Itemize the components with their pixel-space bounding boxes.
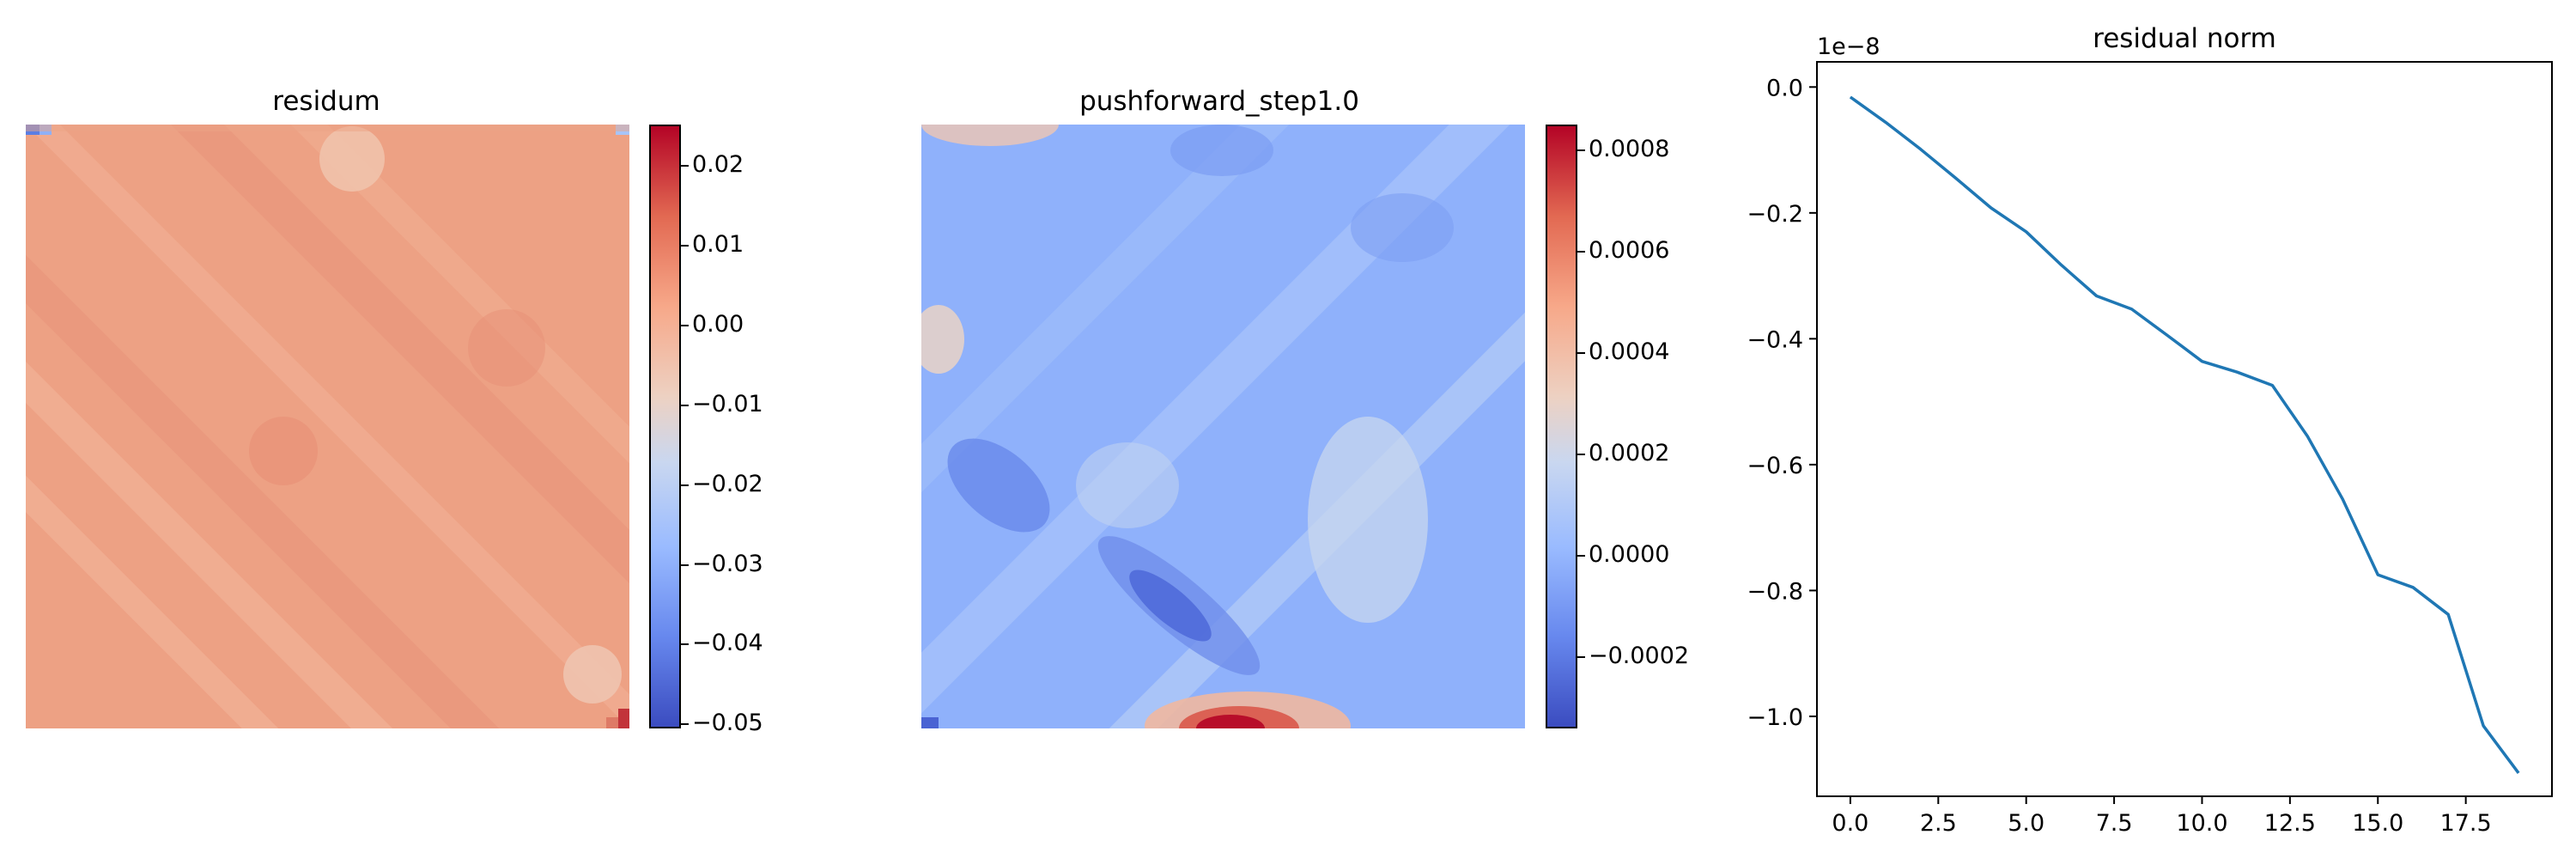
colorbar-1-tickmark bbox=[681, 245, 689, 247]
y-tick-label: −0.4 bbox=[1747, 326, 1803, 353]
colorbar-2-tick-label: 0.0000 bbox=[1589, 541, 1670, 569]
y-offset-text: 1e−8 bbox=[1817, 34, 1880, 60]
colorbar-1-tick-label: 0.02 bbox=[692, 151, 744, 179]
colorbar-1-tickmark bbox=[681, 404, 689, 406]
heatmap-2-image bbox=[921, 125, 1525, 728]
x-tick-label: 7.5 bbox=[2096, 810, 2133, 837]
colorbar-2-tick-label: −0.0002 bbox=[1589, 643, 1690, 670]
colorbar-2-tickmark bbox=[1577, 555, 1585, 557]
colorbar-2-tick-label: 0.0002 bbox=[1589, 439, 1670, 466]
y-tick-label: −1.0 bbox=[1747, 704, 1803, 731]
x-tick-label: 12.5 bbox=[2264, 810, 2316, 837]
colorbar-1 bbox=[649, 125, 681, 728]
x-tick-label: 17.5 bbox=[2440, 810, 2492, 837]
colorbar-2-tickmark bbox=[1577, 656, 1585, 659]
plot-frame bbox=[1816, 61, 2553, 797]
heatmap-2-title: pushforward_step1.0 bbox=[1079, 86, 1359, 117]
heatmap-1-image bbox=[26, 125, 629, 728]
heatmap-1-title: residum bbox=[272, 86, 380, 117]
colorbar-1-tickmark bbox=[681, 165, 689, 168]
colorbar-2 bbox=[1546, 125, 1577, 728]
y-tick-label: −0.2 bbox=[1747, 201, 1803, 228]
colorbar-1-tick-label: −0.02 bbox=[692, 470, 763, 497]
heatmap-1 bbox=[26, 125, 629, 728]
colorbar-2-tick-label: 0.0006 bbox=[1589, 236, 1670, 264]
x-tick-label: 10.0 bbox=[2176, 810, 2227, 837]
colorbar-1-tickmark bbox=[681, 325, 689, 327]
x-tick-label: 2.5 bbox=[1920, 810, 1957, 837]
y-tick-label: 0.0 bbox=[1766, 75, 1803, 101]
heatmap-2 bbox=[921, 125, 1525, 728]
colorbar-1-tick-label: −0.04 bbox=[692, 630, 763, 657]
colorbar-1-tick-label: −0.05 bbox=[692, 710, 763, 737]
colorbar-2-tick-label: 0.0004 bbox=[1589, 338, 1670, 365]
colorbar-1-tickmark bbox=[681, 564, 689, 566]
colorbar-1-tick-label: −0.01 bbox=[692, 390, 763, 417]
colorbar-2-tickmark bbox=[1577, 250, 1585, 253]
y-tick-label: −0.6 bbox=[1747, 453, 1803, 479]
colorbar-2-tickmark bbox=[1577, 351, 1585, 354]
line-chart-title: residual norm bbox=[2093, 23, 2276, 54]
colorbar-2-tickmark bbox=[1577, 453, 1585, 455]
colorbar-1-tick-label: 0.00 bbox=[692, 311, 744, 338]
colorbar-1-tickmark bbox=[681, 643, 689, 646]
x-tick-label: 15.0 bbox=[2352, 810, 2403, 837]
x-tick-label: 5.0 bbox=[2008, 810, 2044, 837]
colorbar-2-tickmark bbox=[1577, 149, 1585, 151]
colorbar-1-tick-label: −0.03 bbox=[692, 550, 763, 577]
y-tick-label: −0.8 bbox=[1747, 578, 1803, 605]
series-line bbox=[1849, 95, 2520, 774]
colorbar-1-tickmark bbox=[681, 484, 689, 486]
colorbar-2-tick-label: 0.0008 bbox=[1589, 135, 1670, 162]
colorbar-1-tick-label: 0.01 bbox=[692, 231, 744, 259]
colorbar-1-tickmark bbox=[681, 723, 689, 726]
x-tick-label: 0.0 bbox=[1832, 810, 1868, 837]
